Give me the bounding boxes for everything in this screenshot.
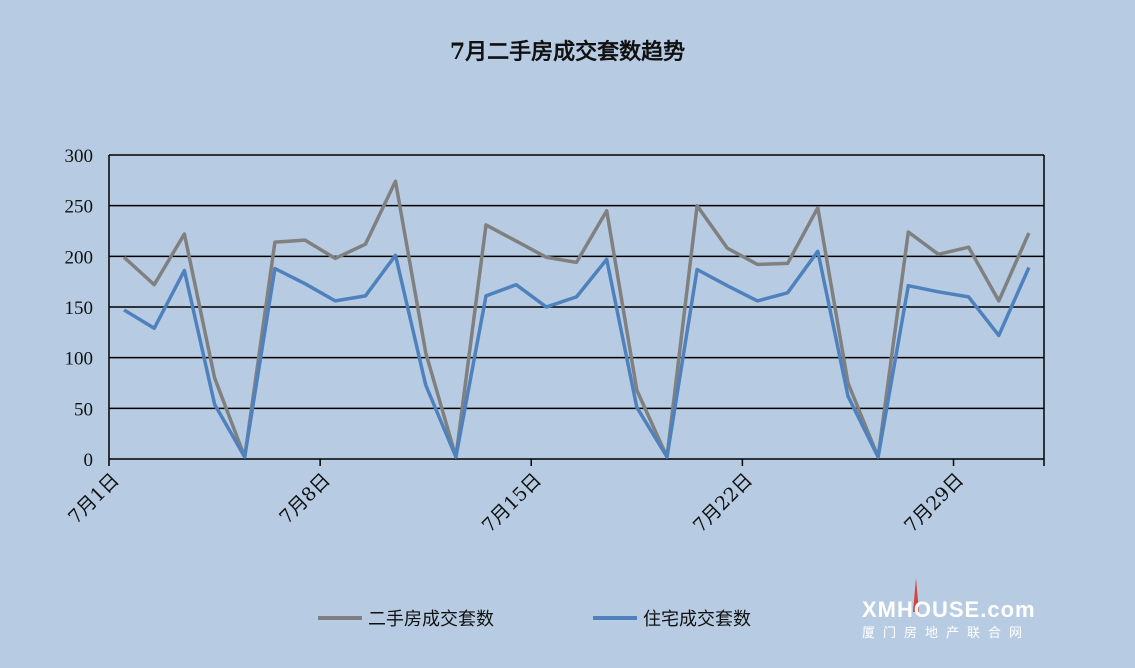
y-tick-label: 300 bbox=[65, 146, 94, 167]
series-line-1 bbox=[123, 249, 1031, 459]
legend: 二手房成交套数 住宅成交套数 bbox=[318, 609, 751, 630]
watermark-logo: XMHOUSE.com 厦门房地产联合网 bbox=[862, 578, 1036, 641]
grid-lines bbox=[109, 154, 1044, 460]
series-lines bbox=[122, 179, 1031, 459]
chart-title: 7月二手房成交套数趋势 bbox=[449, 39, 686, 65]
logo-tower-mark bbox=[913, 578, 919, 612]
x-tick-label: 7月15日 bbox=[478, 469, 546, 537]
logo-subtitle: 厦门房地产联合网 bbox=[862, 625, 1030, 641]
x-tick-label: 7月1日 bbox=[64, 469, 124, 529]
legend-label-1: 住宅成交套数 bbox=[643, 609, 751, 630]
y-tick-label: 150 bbox=[65, 298, 94, 319]
y-tick-label: 50 bbox=[74, 399, 93, 420]
logo-text: XMHOUSE.com bbox=[862, 597, 1036, 622]
y-tick-label: 200 bbox=[65, 247, 94, 268]
legend-label-0: 二手房成交套数 bbox=[368, 609, 494, 630]
y-tick-label: 100 bbox=[65, 349, 94, 370]
y-tick-label: 0 bbox=[84, 450, 94, 471]
y-tick-label: 250 bbox=[65, 197, 94, 218]
x-tick-label: 7月22日 bbox=[689, 469, 757, 537]
x-tick-label: 7月29日 bbox=[900, 469, 968, 537]
x-tick-label: 7月8日 bbox=[275, 469, 335, 529]
